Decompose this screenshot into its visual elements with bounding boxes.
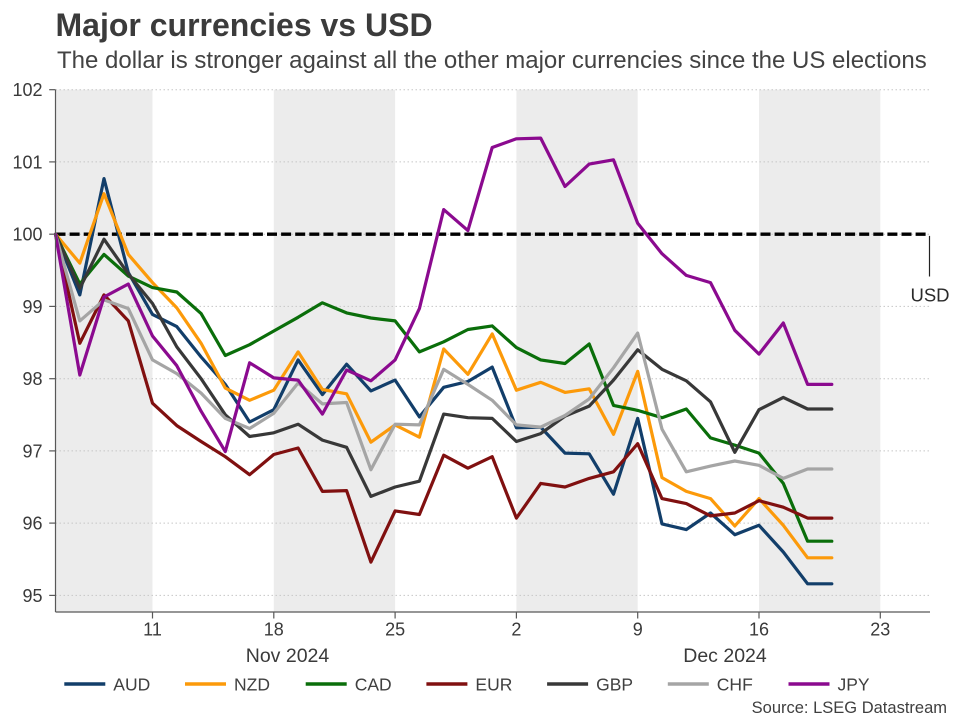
svg-text:CAD: CAD: [355, 675, 392, 695]
svg-text:11: 11: [143, 620, 162, 640]
svg-text:2: 2: [511, 620, 521, 640]
svg-text:97: 97: [22, 441, 42, 461]
svg-text:NZD: NZD: [234, 675, 270, 695]
svg-text:100: 100: [12, 225, 42, 245]
svg-text:Nov 2024: Nov 2024: [246, 645, 330, 667]
svg-text:JPY: JPY: [838, 675, 870, 695]
svg-text:25: 25: [385, 620, 405, 640]
svg-text:23: 23: [870, 620, 890, 640]
svg-text:95: 95: [22, 586, 42, 606]
svg-text:Source: LSEG Datastream: Source: LSEG Datastream: [752, 699, 947, 717]
svg-text:AUD: AUD: [113, 675, 150, 695]
svg-text:98: 98: [22, 369, 42, 389]
svg-text:96: 96: [22, 514, 42, 534]
svg-text:99: 99: [22, 297, 42, 317]
svg-text:18: 18: [264, 620, 284, 640]
svg-text:Major currencies vs USD: Major currencies vs USD: [56, 7, 433, 43]
svg-text:USD: USD: [910, 285, 949, 306]
svg-text:CHF: CHF: [717, 675, 753, 695]
svg-text:102: 102: [12, 80, 42, 100]
svg-text:16: 16: [749, 620, 769, 640]
svg-text:9: 9: [633, 620, 643, 640]
svg-text:EUR: EUR: [475, 675, 512, 695]
svg-text:101: 101: [12, 152, 42, 172]
svg-text:Dec 2024: Dec 2024: [683, 645, 767, 667]
svg-text:The dollar is stronger against: The dollar is stronger against all the o…: [57, 47, 927, 74]
svg-text:GBP: GBP: [596, 675, 633, 695]
